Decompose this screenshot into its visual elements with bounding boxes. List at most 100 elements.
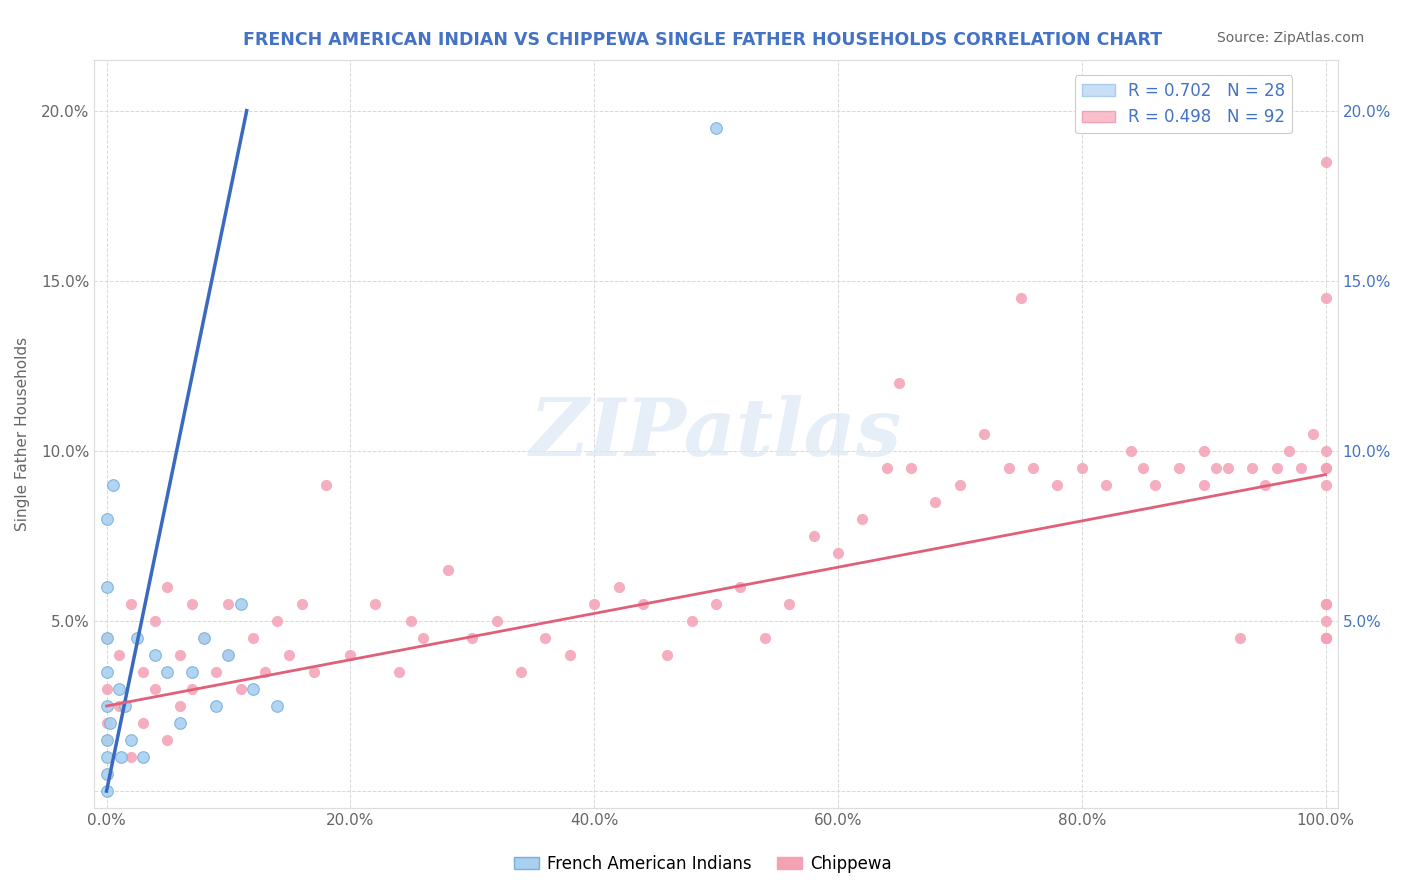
Point: [534, 631, 557, 645]
Point: [217, 648, 239, 662]
Point: [704, 120, 727, 135]
Point: [924, 495, 946, 509]
Point: [96, 631, 118, 645]
Point: [101, 478, 124, 492]
Point: [107, 681, 129, 696]
Point: [96, 665, 118, 679]
Point: [1253, 478, 1275, 492]
Point: [607, 580, 630, 594]
Point: [1143, 478, 1166, 492]
Point: [1095, 478, 1118, 492]
Point: [180, 681, 202, 696]
Point: [876, 461, 898, 475]
Point: [132, 716, 155, 731]
Point: [1070, 461, 1092, 475]
Point: [156, 665, 179, 679]
Point: [997, 461, 1019, 475]
Point: [193, 631, 215, 645]
Point: [412, 631, 434, 645]
Point: [132, 665, 155, 679]
Point: [96, 580, 118, 594]
Point: [1046, 478, 1069, 492]
Point: [437, 563, 460, 577]
Point: [180, 665, 202, 679]
Point: [657, 648, 679, 662]
Point: [180, 597, 202, 611]
Point: [1265, 461, 1288, 475]
Point: [949, 478, 972, 492]
Point: [96, 784, 118, 798]
Point: [143, 681, 166, 696]
Point: [1315, 631, 1337, 645]
Point: [1119, 443, 1142, 458]
Point: [1315, 443, 1337, 458]
Point: [120, 733, 142, 747]
Point: [1315, 631, 1337, 645]
Point: [1315, 597, 1337, 611]
Point: [851, 512, 873, 526]
Point: [96, 512, 118, 526]
Point: [1315, 614, 1337, 628]
Point: [278, 648, 301, 662]
Point: [217, 648, 239, 662]
Point: [1315, 478, 1337, 492]
Point: [96, 733, 118, 747]
Point: [169, 716, 191, 731]
Point: [1278, 443, 1301, 458]
Point: [485, 614, 508, 628]
Point: [704, 597, 727, 611]
Point: [242, 681, 264, 696]
Point: [583, 597, 606, 611]
Point: [1168, 461, 1191, 475]
Point: [1229, 631, 1251, 645]
Point: [681, 614, 703, 628]
Point: [1241, 461, 1264, 475]
Point: [110, 750, 132, 764]
Point: [96, 698, 118, 713]
Point: [120, 597, 142, 611]
Point: [96, 716, 118, 731]
Point: [631, 597, 654, 611]
Point: [114, 698, 136, 713]
Point: [193, 631, 215, 645]
Point: [339, 648, 361, 662]
Point: [558, 648, 581, 662]
Point: [900, 461, 922, 475]
Point: [1315, 461, 1337, 475]
Point: [229, 681, 252, 696]
Point: [266, 614, 288, 628]
Point: [229, 597, 252, 611]
Point: [290, 597, 312, 611]
Point: [1315, 597, 1337, 611]
Point: [1205, 461, 1227, 475]
Point: [125, 631, 148, 645]
Legend: French American Indians, Chippewa: French American Indians, Chippewa: [508, 848, 898, 880]
Text: ZIPatlas: ZIPatlas: [530, 395, 903, 473]
Text: Source: ZipAtlas.com: Source: ZipAtlas.com: [1216, 31, 1364, 45]
Point: [96, 681, 118, 696]
Point: [120, 750, 142, 764]
Point: [266, 698, 288, 713]
Point: [1302, 426, 1324, 441]
Point: [315, 478, 337, 492]
Point: [1192, 443, 1215, 458]
Point: [1315, 154, 1337, 169]
Point: [156, 580, 179, 594]
Point: [143, 614, 166, 628]
Point: [96, 767, 118, 781]
Point: [364, 597, 387, 611]
Point: [96, 733, 118, 747]
Point: [1315, 631, 1337, 645]
Point: [388, 665, 411, 679]
Point: [205, 698, 228, 713]
Point: [132, 750, 155, 764]
Point: [510, 665, 533, 679]
Point: [401, 614, 423, 628]
Point: [107, 698, 129, 713]
Point: [96, 631, 118, 645]
Point: [156, 733, 179, 747]
Point: [827, 546, 849, 560]
Point: [253, 665, 276, 679]
Point: [973, 426, 995, 441]
Legend: R = 0.702   N = 28, R = 0.498   N = 92: R = 0.702 N = 28, R = 0.498 N = 92: [1076, 76, 1292, 133]
